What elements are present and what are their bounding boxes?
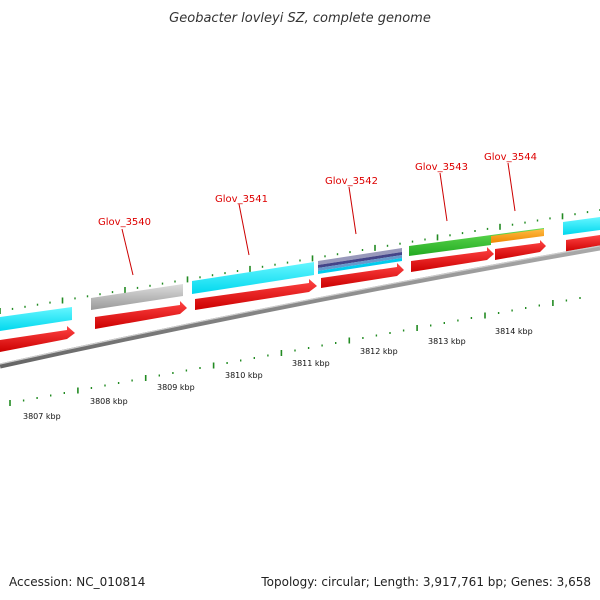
scale-label-3812: 3812 kbp — [360, 347, 398, 356]
purple-gene-3542[interactable] — [318, 248, 402, 274]
gene-label-3540[interactable]: Glov_3540 — [98, 217, 151, 228]
scale-label-3814: 3814 kbp — [495, 327, 533, 336]
orange-gene-3544[interactable] — [491, 229, 544, 243]
upper-tick-track — [0, 209, 600, 314]
cyan-gene-3541[interactable] — [192, 262, 314, 294]
cds-arrow-6[interactable] — [495, 240, 546, 260]
gene-label-leaders — [121, 162, 516, 276]
cds-arrow-2[interactable] — [95, 301, 187, 329]
scale-label-3808: 3808 kbp — [90, 397, 128, 406]
gene-label-3541[interactable]: Glov_3541 — [215, 194, 268, 205]
backbone-highlight — [0, 245, 600, 365]
cds-arrow-1[interactable] — [0, 326, 75, 352]
scale-label-3811: 3811 kbp — [292, 359, 330, 368]
cds-arrows — [0, 235, 600, 352]
gray-gene-3540[interactable] — [91, 284, 183, 310]
cds-arrow-4[interactable] — [321, 263, 404, 288]
cds-arrow-5[interactable] — [411, 247, 494, 272]
leader-3541 — [238, 203, 250, 256]
leader-3540 — [121, 228, 134, 276]
genome-summary-text: Topology: circular; Length: 3,917,761 bp… — [260, 575, 591, 589]
gene-features — [0, 217, 600, 331]
scale-labels: 3807 kbp 3808 kbp 3809 kbp 3810 kbp 3811… — [23, 327, 533, 421]
cyan-gene-right[interactable] — [563, 217, 600, 235]
gene-label-3542[interactable]: Glov_3542 — [325, 176, 378, 187]
leader-3544 — [507, 162, 516, 212]
scale-label-3807: 3807 kbp — [23, 412, 61, 421]
scale-tick-track — [9, 297, 581, 406]
scale-label-3810: 3810 kbp — [225, 371, 263, 380]
leader-3542 — [348, 186, 357, 235]
map-title: Geobacter lovleyi SZ, complete genome — [169, 11, 431, 26]
gene-label-3544[interactable]: Glov_3544 — [484, 152, 537, 163]
scale-label-3813: 3813 kbp — [428, 337, 466, 346]
accession-text: Accession: NC_010814 — [9, 575, 145, 589]
leader-3543 — [439, 172, 448, 222]
cyan-gene-left[interactable] — [0, 307, 72, 331]
gene-label-3543[interactable]: Glov_3543 — [415, 162, 468, 173]
cds-arrow-3[interactable] — [195, 279, 317, 310]
genome-backbone — [0, 245, 600, 369]
scale-label-3809: 3809 kbp — [157, 383, 195, 392]
gene-labels: Glov_3540 Glov_3541 Glov_3542 Glov_3543 … — [98, 152, 537, 228]
